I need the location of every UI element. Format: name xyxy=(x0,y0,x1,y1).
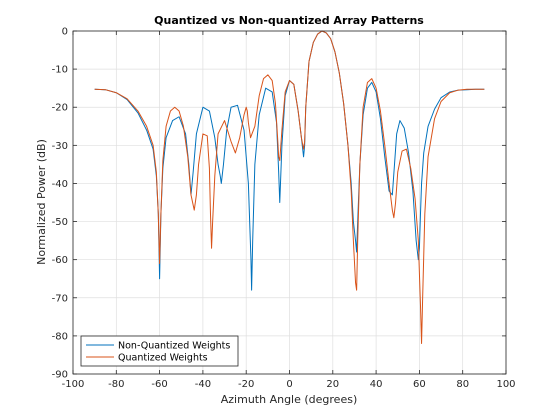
y-tick-label: -60 xyxy=(52,255,68,266)
x-tick-label: 0 xyxy=(286,379,292,390)
series-line-quantized xyxy=(94,30,485,345)
x-tick-label: -80 xyxy=(108,379,124,390)
y-tick-label: -40 xyxy=(52,179,68,190)
chart-title: Quantized vs Non-quantized Array Pattern… xyxy=(154,14,424,27)
y-tick-label: 0 xyxy=(62,27,68,38)
x-tick-label: -20 xyxy=(238,379,254,390)
x-tick-label: 80 xyxy=(456,379,469,390)
y-tick-label: -50 xyxy=(52,217,68,228)
legend-label: Non-Quantized Weights xyxy=(118,341,230,352)
y-tick-label: -70 xyxy=(52,293,68,304)
x-tick-label: 60 xyxy=(413,379,426,390)
axis-ticks: -100 -80 -60 -40 -20 0 20 40 60 80 100 0 -10 -20 -30 -4… xyxy=(52,27,516,391)
x-tick-label: -100 xyxy=(62,379,85,390)
y-tick-label: -10 xyxy=(52,65,68,76)
y-tick-label: -80 xyxy=(52,331,68,342)
series-lines xyxy=(94,30,485,345)
x-tick-label: -60 xyxy=(151,379,167,390)
x-tick-label: 40 xyxy=(370,379,383,390)
x-tick-label: -40 xyxy=(195,379,211,390)
y-axis-title: Normalized Power (dB) xyxy=(35,139,48,265)
x-tick-label: 100 xyxy=(496,379,515,390)
y-tick-label: -20 xyxy=(52,103,68,114)
legend-box xyxy=(80,335,239,367)
legend-label: Quantized Weights xyxy=(118,353,208,364)
x-axis-title: Azimuth Angle (degrees) xyxy=(221,393,358,406)
x-tick-label: 20 xyxy=(326,379,339,390)
y-tick-label: -90 xyxy=(52,370,68,381)
y-tick-label: -30 xyxy=(52,141,68,152)
